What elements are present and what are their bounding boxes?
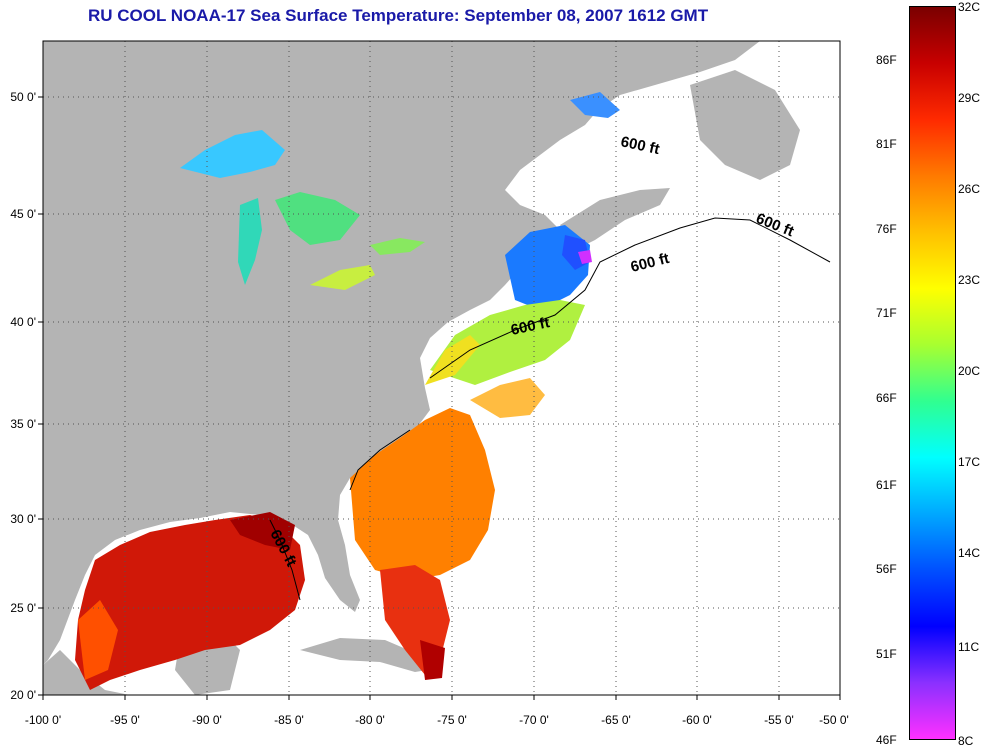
lat-lon-grid <box>43 41 840 695</box>
celsius-tick-label: 26C <box>958 182 981 196</box>
lon-tick-label: -85 0' <box>274 713 304 727</box>
lat-tick-label: 50 0' <box>10 90 36 104</box>
fahrenheit-tick-label: 46F <box>876 733 897 747</box>
lon-tick-label: -60 0' <box>682 713 712 727</box>
gulf-stream-patches-sst <box>470 378 545 418</box>
celsius-tick-label: 14C <box>958 546 981 560</box>
celsius-tick-label: 8C <box>958 734 974 748</box>
sst-colorbar <box>909 6 956 740</box>
western-gulf-warm-sst <box>78 600 118 680</box>
lon-tick-label: -50 0' <box>819 713 849 727</box>
celsius-tick-label: 11C <box>958 640 980 654</box>
central-america-land <box>43 650 130 695</box>
fahrenheit-tick-label: 86F <box>876 53 897 67</box>
fahrenheit-tick-label: 71F <box>876 306 897 320</box>
isobath-600ft <box>269 217 831 601</box>
gulf-of-mexico-sst <box>75 515 305 690</box>
celsius-tick-label: 20C <box>958 364 981 378</box>
lat-tick-label: 20 0' <box>10 688 36 702</box>
southeast-shelf-sst <box>350 408 495 580</box>
fahrenheit-tick-label: 51F <box>876 647 897 661</box>
lake-michigan-sst <box>238 198 262 285</box>
mid-atlantic-coastal-sst <box>425 335 480 385</box>
lake-huron-sst <box>275 192 360 245</box>
lon-tick-label: -95 0' <box>110 713 140 727</box>
map-frame <box>42 40 841 696</box>
lake-erie-sst <box>310 265 375 290</box>
cuba-land <box>300 638 440 672</box>
newfoundland-land <box>690 70 800 180</box>
celsius-tick-label: 23C <box>958 273 981 287</box>
lon-tick-label: -65 0' <box>601 713 631 727</box>
lon-tick-label: -100 0' <box>25 713 61 727</box>
lat-tick-label: 40 0' <box>10 315 36 329</box>
celsius-tick-label: 29C <box>958 91 981 105</box>
lake-superior-sst <box>180 130 285 178</box>
gulf-of-maine-min-sst <box>578 250 592 264</box>
lat-tick-label: 25 0' <box>10 601 36 615</box>
lon-tick-label: -90 0' <box>192 713 222 727</box>
lat-tick-label: 30 0' <box>10 512 36 526</box>
fahrenheit-tick-label: 61F <box>876 478 897 492</box>
lon-tick-label: -55 0' <box>764 713 794 727</box>
map-title: RU COOL NOAA-17 Sea Surface Temperature:… <box>88 6 709 25</box>
lon-tick-label: -75 0' <box>437 713 467 727</box>
nova-scotia-land <box>560 188 670 250</box>
lat-tick-label: 45 0' <box>10 207 36 221</box>
mid-atlantic-sst <box>430 300 585 385</box>
gulf-coast-sst <box>230 512 295 550</box>
lake-ontario-sst <box>370 238 425 255</box>
fahrenheit-tick-label: 56F <box>876 562 897 576</box>
caribbean-sst <box>420 640 445 680</box>
celsius-tick-label: 32C <box>958 0 981 14</box>
fahrenheit-tick-label: 66F <box>876 391 897 405</box>
lon-tick-label: -80 0' <box>355 713 385 727</box>
fahrenheit-tick-label: 81F <box>876 137 897 151</box>
north-america-land <box>43 41 760 665</box>
fahrenheit-tick-label: 76F <box>876 222 897 236</box>
lat-tick-label: 35 0' <box>10 417 36 431</box>
st-lawrence-sst <box>570 92 620 118</box>
lon-tick-label: -70 0' <box>519 713 549 727</box>
tick-marks <box>38 96 841 700</box>
celsius-tick-label: 17C <box>958 455 981 469</box>
